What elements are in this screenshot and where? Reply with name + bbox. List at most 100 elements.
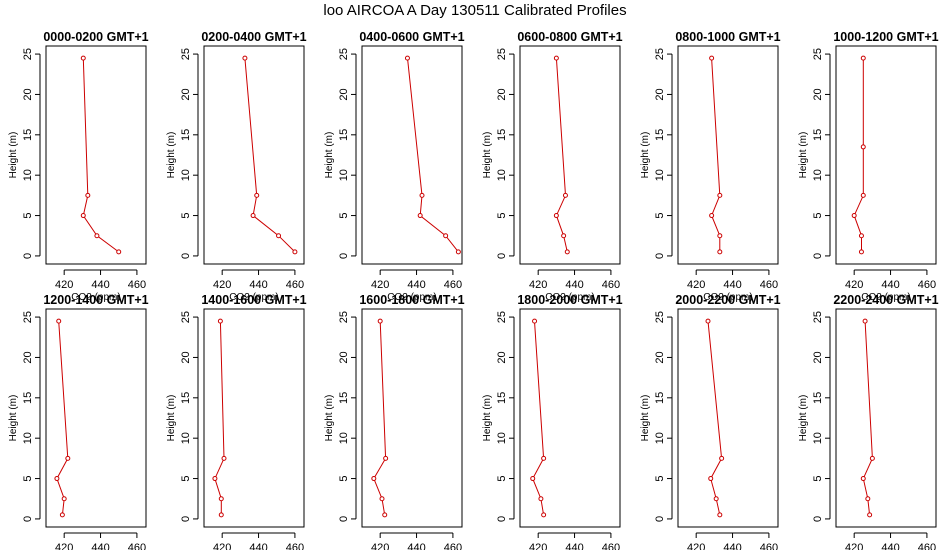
y-tick-label: 15 — [496, 129, 508, 141]
profile-line — [853, 58, 864, 252]
data-point — [564, 249, 570, 255]
x-tick-label: 440 — [723, 279, 741, 291]
y-tick-label: 25 — [22, 311, 34, 323]
data-point — [717, 233, 723, 239]
data-point — [532, 318, 538, 324]
x-tick-label: 420 — [687, 542, 705, 550]
data-point — [709, 55, 715, 61]
x-tick-label: 460 — [760, 279, 778, 291]
profile-panel: 0200-0400 GMT+1 420 440 460 CO2 (ppm) 0 5 10 15 2… — [166, 30, 307, 303]
profile-panel: 1600-1800 GMT+1 420 440 460 CO2 (ppm) 0 5 10 15 2… — [324, 293, 465, 550]
data-point — [708, 476, 714, 482]
y-tick-label: 15 — [180, 129, 192, 141]
y-tick-label: 25 — [338, 48, 350, 60]
profile-line — [707, 321, 723, 516]
x-tick-label: 460 — [128, 542, 146, 550]
y-tick-label: 0 — [22, 253, 34, 259]
panel-title: 1600-1800 GMT+1 — [359, 293, 464, 307]
x-tick-label: 440 — [249, 542, 267, 550]
plot-frame — [361, 308, 463, 528]
y-tick-label: 10 — [338, 169, 350, 181]
y-tick-label: 0 — [180, 516, 192, 522]
y-tick-label: 20 — [654, 88, 666, 100]
y-tick-label: 5 — [496, 212, 508, 218]
x-tick-label: 420 — [371, 542, 389, 550]
data-point — [719, 455, 725, 461]
y-tick-label: 25 — [338, 311, 350, 323]
data-point — [59, 512, 65, 518]
y-tick-label: 15 — [496, 392, 508, 404]
data-point — [419, 192, 425, 198]
y-tick-label: 10 — [338, 432, 350, 444]
data-point — [867, 512, 873, 518]
profile-line — [373, 321, 387, 515]
y-tick-label: 20 — [496, 351, 508, 363]
y-tick-label: 0 — [654, 253, 666, 259]
data-point — [717, 192, 723, 198]
data-point — [377, 318, 383, 324]
panel-title: 1000-1200 GMT+1 — [833, 30, 938, 44]
y-tick-label: 5 — [180, 475, 192, 481]
y-axis-label: Height (m) — [482, 395, 493, 442]
y-tick-label: 5 — [180, 212, 192, 218]
data-point — [553, 213, 559, 219]
panel-title: 0600-0800 GMT+1 — [517, 30, 622, 44]
y-tick-label: 15 — [654, 129, 666, 141]
y-tick-label: 25 — [654, 311, 666, 323]
y-tick-label: 0 — [22, 516, 34, 522]
y-tick-label: 5 — [654, 212, 666, 218]
y-tick-label: 10 — [22, 432, 34, 444]
x-tick-label: 460 — [444, 279, 462, 291]
y-axis-label: Height (m) — [324, 395, 335, 442]
y-axis-label: Height (m) — [482, 132, 493, 179]
x-tick-label: 420 — [55, 279, 73, 291]
y-tick-label: 25 — [180, 48, 192, 60]
x-axis-label: CO2 (ppm) — [545, 292, 594, 303]
x-tick-label: 460 — [602, 542, 620, 550]
data-point — [56, 318, 62, 324]
x-tick-label: 420 — [529, 279, 547, 291]
data-point — [250, 213, 256, 219]
x-tick-label: 440 — [723, 542, 741, 550]
data-point — [54, 476, 60, 482]
y-tick-label: 10 — [496, 432, 508, 444]
data-point — [541, 455, 547, 461]
x-tick-label: 420 — [845, 279, 863, 291]
y-tick-label: 5 — [496, 475, 508, 481]
profile-line — [862, 321, 873, 515]
data-point — [869, 455, 875, 461]
plot-frame — [45, 308, 147, 528]
profile-line — [244, 58, 296, 253]
y-tick-label: 15 — [22, 392, 34, 404]
y-tick-label: 0 — [496, 253, 508, 259]
profile-line — [214, 321, 225, 515]
x-tick-label: 440 — [881, 279, 899, 291]
y-tick-label: 0 — [654, 516, 666, 522]
profile-line — [56, 321, 69, 515]
plot-frame — [835, 45, 937, 265]
data-point — [858, 233, 864, 239]
y-tick-label: 15 — [22, 129, 34, 141]
y-tick-label: 0 — [812, 516, 824, 522]
data-point — [217, 318, 223, 324]
x-tick-label: 440 — [91, 279, 109, 291]
data-point — [455, 249, 461, 255]
data-point — [254, 192, 260, 198]
y-tick-label: 0 — [338, 253, 350, 259]
data-point — [541, 512, 547, 518]
y-tick-label: 0 — [496, 516, 508, 522]
y-tick-label: 20 — [22, 351, 34, 363]
data-point — [242, 55, 248, 61]
y-tick-label: 20 — [812, 351, 824, 363]
y-axis-label: Height (m) — [640, 132, 651, 179]
y-axis-label: Height (m) — [640, 395, 651, 442]
y-tick-label: 25 — [180, 311, 192, 323]
y-tick-label: 10 — [496, 169, 508, 181]
plot-frame — [677, 45, 779, 265]
profile-line — [407, 58, 459, 253]
y-tick-label: 15 — [654, 392, 666, 404]
y-tick-label: 25 — [496, 48, 508, 60]
data-point — [443, 233, 449, 239]
y-tick-label: 25 — [496, 311, 508, 323]
y-tick-label: 20 — [180, 351, 192, 363]
